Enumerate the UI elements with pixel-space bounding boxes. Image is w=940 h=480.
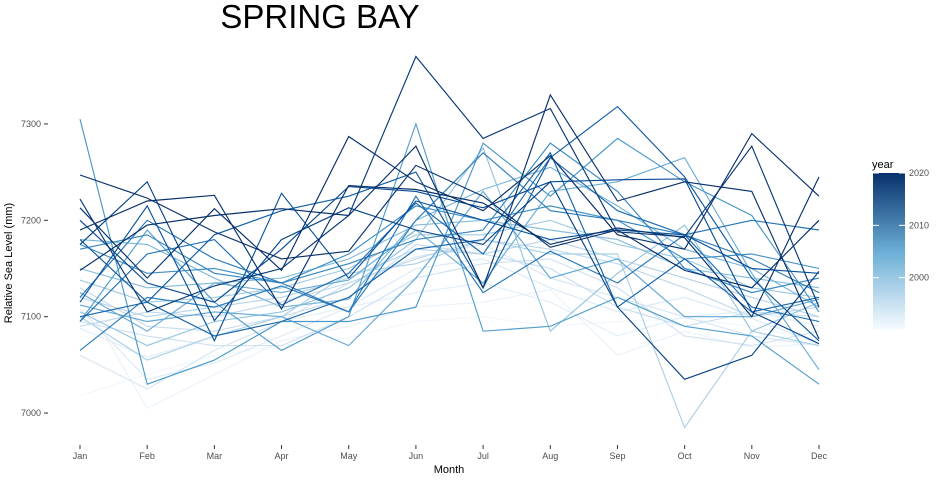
x-tick-label-oct: Oct <box>678 451 693 461</box>
legend-title: year <box>872 159 894 171</box>
series-line-1998 <box>79 239 820 327</box>
x-tick-label-sep: Sep <box>609 451 625 461</box>
x-tick-label-mar: Mar <box>207 451 223 461</box>
series-line-2015 <box>79 105 820 342</box>
legend-tick-label: 2020 <box>909 168 929 178</box>
series-line-1995 <box>79 243 820 390</box>
legend-tick-label: 2010 <box>909 220 929 230</box>
series-line-2019 <box>79 55 820 313</box>
series-line-2008 <box>79 118 820 385</box>
series-line-2022 <box>79 176 820 318</box>
series-line-1991 <box>79 316 820 397</box>
legend-ticks: 2000 2010 2020 <box>873 168 929 283</box>
series-line-2011 <box>79 152 820 351</box>
series-line-2007 <box>79 122 820 385</box>
series-line-2009 <box>79 205 820 284</box>
legend-colorbar <box>873 173 905 330</box>
x-tick-label-apr: Apr <box>275 451 289 461</box>
chart-title: SPRING BAY <box>220 0 419 35</box>
legend-tick-label: 2000 <box>909 273 929 283</box>
x-tick-label-may: May <box>340 451 358 461</box>
x-tick-label-jun: Jun <box>409 451 424 461</box>
y-axis-title: Relative Sea Level (mm) <box>3 203 15 323</box>
series-line-2010 <box>79 142 820 294</box>
series-line-2003 <box>79 219 820 289</box>
y-tick-label: 7000 <box>21 408 41 418</box>
series-line-2020 <box>79 93 820 340</box>
x-tick-label-nov: Nov <box>744 451 761 461</box>
year-legend: year 2000 2010 2020 <box>872 159 929 330</box>
series-line-2004 <box>79 166 820 308</box>
series-line-2018 <box>79 180 820 380</box>
series-line-2002 <box>79 146 820 347</box>
x-tick-label-aug: Aug <box>542 451 558 461</box>
series-line-2005 <box>79 156 820 371</box>
x-tick-label-feb: Feb <box>139 451 155 461</box>
y-tick-label: 7100 <box>21 312 41 322</box>
series-line-1992 <box>79 289 820 410</box>
series-line-2023 <box>79 164 820 289</box>
x-axis: Jan Feb Mar Apr May Jun Jul Aug Sep Oct Nov Dec <box>73 445 828 461</box>
x-axis-title: Month <box>434 464 465 476</box>
series-line-1994 <box>79 258 820 380</box>
series-line-2013 <box>79 156 820 323</box>
x-tick-label-jul: Jul <box>477 451 489 461</box>
y-axis: 7000 7100 7200 7300 <box>21 119 48 418</box>
series-line-2014 <box>79 151 820 337</box>
series-lines <box>79 55 820 429</box>
y-tick-label: 7200 <box>21 215 41 225</box>
series-line-2016 <box>79 192 820 343</box>
series-line-1996 <box>79 258 820 347</box>
x-tick-label-dec: Dec <box>811 451 828 461</box>
y-tick-label: 7300 <box>21 119 41 129</box>
x-tick-label-jan: Jan <box>73 451 88 461</box>
series-line-2000 <box>79 239 820 429</box>
series-line-2017 <box>79 178 820 345</box>
